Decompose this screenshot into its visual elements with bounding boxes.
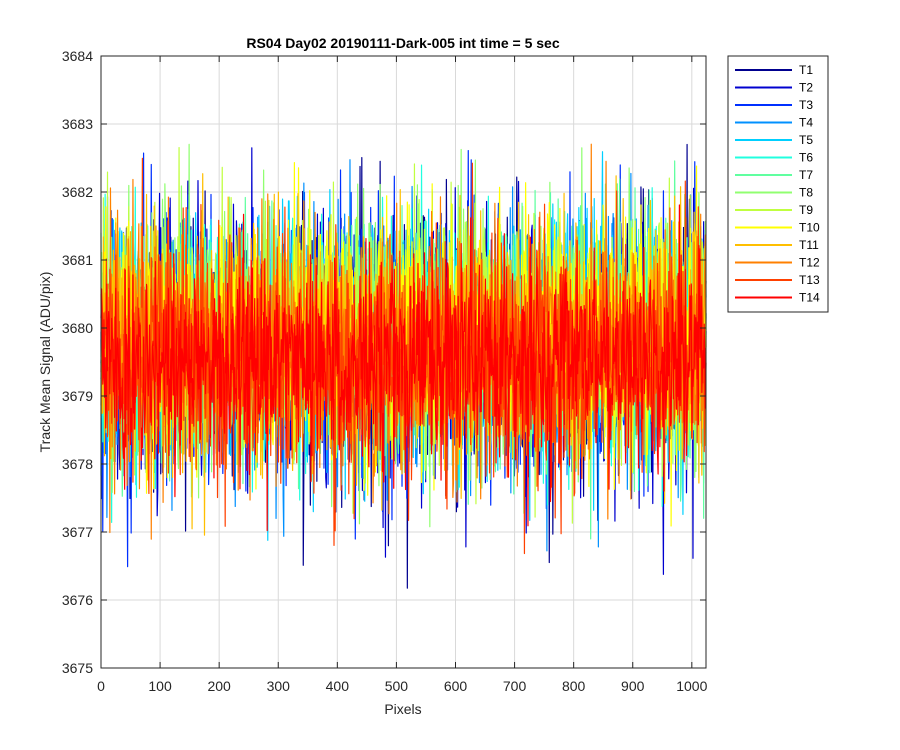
- y-tick-label: 3675: [62, 660, 93, 676]
- y-tick-label: 3684: [62, 48, 93, 64]
- legend-label-t10: T10: [799, 221, 820, 235]
- y-tick-label: 3683: [62, 116, 93, 132]
- legend-label-t8: T8: [799, 186, 813, 200]
- y-tick-label: 3679: [62, 388, 93, 404]
- y-tick-label: 3680: [62, 320, 93, 336]
- x-tick-label: 300: [267, 678, 291, 694]
- legend-items: T1 T2 T3 T4 T5 T6 T7 T8 T9 T10 T11 T12 T13 T14: [735, 63, 820, 305]
- legend-label-t4: T4: [799, 116, 813, 130]
- x-tick-label: 400: [326, 678, 350, 694]
- plot-area-frame: [100, 55, 707, 669]
- x-tick-label: 200: [207, 678, 231, 694]
- x-tick-label: 1000: [676, 678, 707, 694]
- legend-label-t7: T7: [799, 168, 813, 182]
- x-tick-label: 600: [444, 678, 468, 694]
- y-tick-label: 3681: [62, 252, 93, 268]
- x-tick-label: 0: [97, 678, 105, 694]
- y-tick-label: 3678: [62, 456, 93, 472]
- legend-label-t3: T3: [799, 98, 813, 112]
- legend-label-t11: T11: [799, 238, 819, 252]
- x-tick-label: 800: [562, 678, 586, 694]
- legend-label-t5: T5: [799, 133, 813, 147]
- legend-box: [727, 55, 829, 313]
- x-tick-label: 900: [621, 678, 645, 694]
- legend-label-t13: T13: [799, 273, 820, 287]
- y-tick-label: 3676: [62, 592, 93, 608]
- legend-label-t12: T12: [799, 256, 820, 270]
- plot-series: [100, 143, 707, 589]
- legend-label-t2: T2: [799, 81, 813, 95]
- legend: T1 T2 T3 T4 T5 T6 T7 T8 T9 T10 T11 T12 T13 T14: [727, 55, 829, 313]
- axis-ticks: [100, 55, 706, 669]
- x-tick-labels: 0 100 200 300 400 500 600 700 800 900 1000: [97, 678, 707, 694]
- x-tick-label: 100: [148, 678, 172, 694]
- y-tick-label: 3677: [62, 524, 93, 540]
- legend-label-t14: T14: [799, 291, 820, 305]
- chart-title: RS04 Day02 20190111-Dark-005 int time = …: [246, 35, 559, 51]
- legend-label-t6: T6: [799, 151, 813, 165]
- x-tick-label: 700: [503, 678, 527, 694]
- y-axis-label: Track Mean Signal (ADU/pix): [37, 272, 53, 453]
- y-tick-label: 3682: [62, 184, 93, 200]
- legend-label-t1: T1: [799, 63, 813, 77]
- y-tick-labels: 3675 3676 3677 3678 3679 3680 3681 3682 3683 3684: [62, 48, 93, 676]
- x-axis-label: Pixels: [384, 701, 421, 717]
- x-tick-label: 500: [385, 678, 409, 694]
- series-line-t14: [100, 204, 707, 532]
- legend-label-t9: T9: [799, 203, 813, 217]
